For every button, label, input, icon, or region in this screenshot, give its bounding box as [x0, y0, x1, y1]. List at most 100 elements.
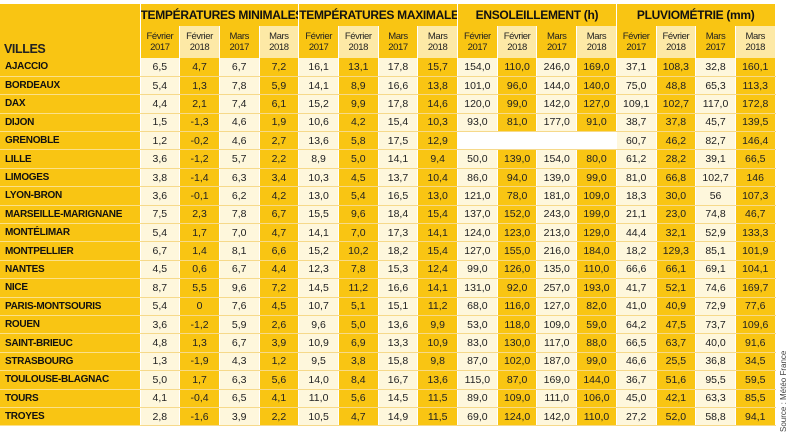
table-cell: 13,1 — [338, 58, 379, 77]
city-name: ROUEN — [0, 315, 141, 335]
weather-table-container: TEMPÉRATURES MINIMALES (°C) TEMPÉRATURES… — [0, 4, 776, 427]
table-cell: 109,0 — [536, 315, 578, 335]
table-cell: 181,0 — [536, 186, 578, 206]
table-cell: 127,0 — [536, 297, 578, 316]
table-row: TOULOUSE-BLAGNAC 5,0 1,7 6,3 5,6 14,0 8,4 16,7 1… — [0, 370, 776, 390]
table-cell: 126,0 — [497, 260, 538, 280]
table-cell: 88,0 — [576, 333, 617, 353]
table-cell: 123,0 — [497, 223, 538, 243]
table-cell: 17,3 — [378, 223, 419, 243]
table-cell: 4,2 — [338, 113, 379, 133]
table-cell: 37,8 — [656, 113, 697, 133]
sub-header-month: Mars — [586, 31, 607, 42]
table-cell: 66,1 — [656, 260, 697, 280]
table-cell: 110,0 — [576, 407, 617, 427]
table-cell: 5,4 — [140, 223, 181, 243]
table-cell: 4,7 — [259, 223, 300, 243]
table-cell: 142,0 — [536, 94, 578, 114]
table-cell: 52,0 — [656, 407, 697, 427]
table-cell: 7,4 — [219, 94, 260, 114]
table-row: NANTES 4,5 0,6 6,7 4,4 12,3 7,8 15,3 12,4 99,0 126… — [0, 260, 776, 280]
table-cell: 6,5 — [140, 58, 181, 77]
table-cell: 7,0 — [338, 223, 379, 243]
table-cell: 2,1 — [179, 94, 220, 114]
table-cell: 87,0 — [497, 370, 538, 390]
sub-header-month: Mars — [745, 31, 765, 42]
table-cell: 59,0 — [576, 315, 617, 335]
sub-header-month: Février — [344, 31, 372, 42]
table-cell: 11,2 — [338, 278, 379, 298]
city-name: LYON-BRON — [0, 186, 141, 206]
table-cell: 6,7 — [259, 205, 300, 225]
table-cell: 4,3 — [219, 352, 260, 372]
table-cell: 169,7 — [735, 278, 776, 298]
sub-header-year: 2017 — [308, 42, 329, 53]
sub-header-month: Mars — [547, 31, 567, 42]
table-cell: 187,0 — [536, 352, 578, 372]
table-cell: 18,3 — [616, 186, 657, 206]
table-cell: 6,3 — [219, 168, 260, 188]
city-name: GRENOBLE — [0, 131, 141, 151]
table-cell — [497, 131, 538, 151]
table-cell: 6,2 — [219, 186, 260, 206]
table-cell: 73,7 — [695, 315, 736, 335]
table-cell: 1,2 — [140, 131, 181, 151]
table-cell: 1,3 — [179, 333, 220, 353]
table-cell: 154,0 — [536, 149, 578, 169]
table-cell: 2,3 — [179, 205, 220, 225]
table-cell: 130,0 — [497, 333, 538, 353]
table-cell: 38,7 — [616, 113, 657, 133]
table-cell: 13,6 — [417, 370, 459, 390]
table-cell: 86,0 — [457, 168, 498, 188]
table-cell: 6,6 — [259, 241, 300, 261]
table-cell: 40,9 — [656, 297, 697, 316]
table-cell: 65,3 — [695, 76, 736, 96]
table-cell: 243,0 — [536, 205, 578, 225]
table-row: DIJON 1,5 -1,3 4,6 1,9 10,6 4,2 15,4 10,3 93,0 81,… — [0, 113, 776, 133]
table-cell: 1,7 — [179, 370, 220, 390]
table-cell: 7,0 — [219, 223, 260, 243]
sub-header-month: Février — [503, 31, 531, 42]
sub-header-cell: Mars 2017 — [219, 26, 260, 58]
table-cell: 146 — [735, 168, 776, 188]
table-cell: 3,6 — [140, 149, 181, 169]
table-cell: 42,1 — [656, 389, 697, 408]
table-cell: 6,9 — [338, 333, 379, 353]
sub-header-cell: Février 2017 — [298, 26, 339, 58]
table-cell: 28,2 — [656, 149, 697, 169]
table-cell: 77,6 — [735, 297, 776, 316]
table-cell: 1,3 — [179, 76, 220, 96]
table-cell: 4,4 — [259, 260, 300, 280]
sub-header-year: 2018 — [586, 42, 607, 53]
table-cell: 91,0 — [576, 113, 617, 133]
table-cell: 17,8 — [378, 58, 419, 77]
table-cell: 5,4 — [140, 297, 181, 316]
table-cell: 2,6 — [259, 315, 300, 335]
table-cell: 6,5 — [219, 389, 260, 408]
table-row: MONTPELLIER 6,7 1,4 8,1 6,6 15,2 10,2 18,2 15,4 1… — [0, 241, 776, 261]
table-cell: 30,0 — [656, 186, 697, 206]
table-cell: 10,7 — [298, 297, 339, 316]
table-cell: 46,2 — [656, 131, 697, 151]
table-cell: 14,9 — [378, 407, 419, 427]
sub-header-month: Février — [464, 31, 491, 42]
table-cell: 4,7 — [179, 58, 220, 77]
table-cell: 14,5 — [298, 278, 339, 298]
table-cell: 68,0 — [457, 297, 498, 316]
table-cell: 83,0 — [457, 333, 498, 353]
table-cell: 66,5 — [616, 333, 657, 353]
table-cell: 5,9 — [219, 315, 260, 335]
group-header-rainfall: PLUVIOMÉTRIE (mm) — [616, 4, 776, 26]
table-cell: 13,0 — [298, 186, 339, 206]
table-cell: 10,9 — [417, 333, 459, 353]
sub-header-year: 2018 — [666, 42, 686, 53]
sub-header-cell: Février 2017 — [140, 26, 181, 58]
table-cell: 10,4 — [417, 168, 459, 188]
table-cell: 15,1 — [378, 297, 419, 316]
table-cell: 13,0 — [417, 186, 459, 206]
table-cell: 4,4 — [140, 94, 181, 114]
table-cell: 11,0 — [298, 389, 339, 408]
sub-header-month: Février — [662, 31, 690, 42]
table-cell: 78,0 — [497, 186, 538, 206]
table-cell: 32,1 — [656, 223, 697, 243]
